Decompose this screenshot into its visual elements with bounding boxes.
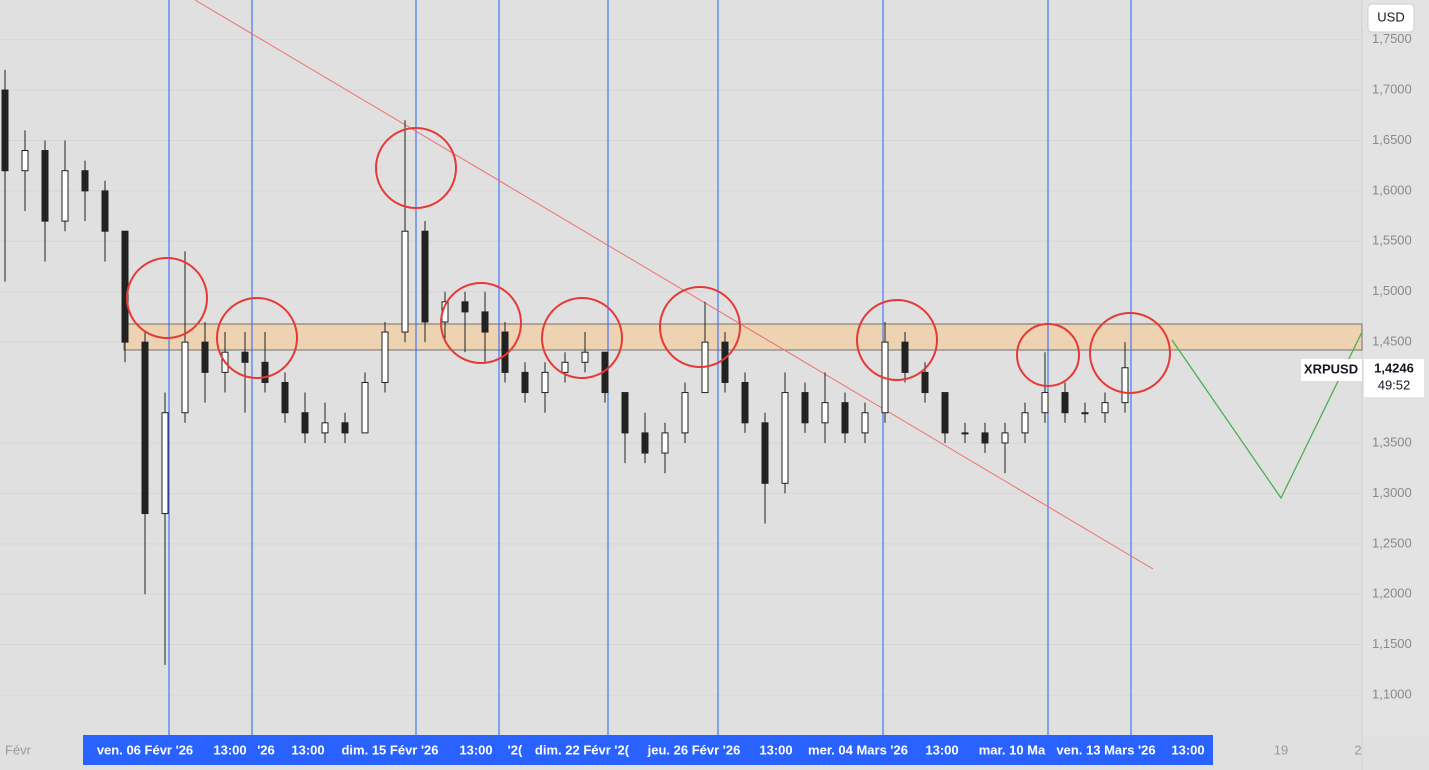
x-tick-label: mer. 04 Mars '26	[808, 742, 908, 757]
candles	[1, 69, 1129, 665]
currency: USD	[1377, 9, 1404, 24]
candle-body	[341, 422, 349, 434]
x-tick-label: dim. 22 Févr '2(	[535, 742, 630, 757]
candle-body	[681, 392, 689, 434]
candle-body	[401, 230, 409, 333]
candle-body	[1101, 402, 1109, 414]
x-axis: Févr ven. 06 Févr '26 13:00 '26 13:00 dim. 15…	[5, 742, 1362, 757]
candle-body	[621, 392, 629, 434]
candle-body	[641, 432, 649, 454]
y-tick-label: 1,5500	[1372, 233, 1412, 248]
candle-body	[821, 402, 829, 424]
candle-body	[381, 331, 389, 383]
candle-body	[181, 341, 189, 414]
candle-body	[961, 432, 969, 435]
candle-body	[41, 150, 49, 222]
x-tick-label: 13:00	[291, 742, 324, 757]
y-tick-label: 1,2000	[1372, 586, 1412, 601]
candle-body	[561, 361, 569, 373]
y-axis: 1,7500 1,7000 1,6500 1,6000 1,5500 1,5000 1,45…	[1372, 31, 1412, 701]
currency-button[interactable]	[1367, 3, 1415, 33]
candle-body	[481, 311, 489, 333]
symbol-box	[1301, 359, 1362, 381]
candle-body	[1121, 367, 1129, 404]
x-tick-label: mar. 10 Ma	[979, 742, 1046, 757]
candle-body	[201, 341, 209, 373]
candle-body	[661, 432, 669, 454]
candle-body	[241, 351, 249, 363]
candle-body	[981, 432, 989, 444]
x-tick-label: 13:00	[459, 742, 492, 757]
candle-body	[1021, 412, 1029, 434]
y-tick-label: 1,6000	[1372, 182, 1412, 197]
x-tick-label: ven. 06 Févr '26	[97, 742, 193, 757]
y-tick-label: 1,7000	[1372, 81, 1412, 96]
y-tick-label: 1,2500	[1372, 535, 1412, 550]
candle-body	[581, 351, 589, 363]
last-price: 1,4246	[1374, 360, 1414, 375]
candle-body	[521, 371, 529, 394]
countdown: 49:52	[1378, 377, 1411, 392]
x-tick-label: ven. 13 Mars '26	[1056, 742, 1155, 757]
candle-body	[1041, 392, 1049, 414]
candle-body	[161, 412, 169, 515]
candle-body	[1061, 392, 1069, 414]
trend-line	[194, 0, 1154, 570]
candle-body	[121, 230, 129, 343]
x-tick-label: '26	[257, 742, 275, 757]
candle-body	[301, 412, 309, 434]
candle-body	[281, 381, 289, 414]
candle-body	[461, 301, 469, 313]
candle-body	[361, 381, 369, 434]
x-tick-label: 19	[1274, 742, 1288, 757]
y-tick-label: 1,1000	[1372, 687, 1412, 702]
circles	[126, 127, 1171, 394]
candle-body	[921, 371, 929, 394]
y-tick-label: 1,4500	[1372, 334, 1412, 349]
candle-body	[421, 230, 429, 323]
x-tick-label: 13:00	[925, 742, 958, 757]
time-axis-highlight	[83, 735, 1213, 765]
candle-body	[761, 422, 769, 484]
candle-body	[261, 361, 269, 383]
symbol: XRPUSD	[1304, 361, 1358, 376]
y-tick-label: 1,6500	[1372, 132, 1412, 147]
candle-body	[321, 422, 329, 434]
candle-body	[741, 381, 749, 424]
candle-body	[541, 371, 549, 394]
candle-body	[1081, 412, 1089, 415]
projection-path	[1171, 331, 1363, 500]
x-tick-label: 13:00	[1171, 742, 1204, 757]
x-tick-label: Févr	[5, 742, 32, 757]
candle-body	[861, 412, 869, 434]
candle-body	[1001, 432, 1009, 444]
candle-body	[81, 170, 89, 192]
y-tick-label: 1,5000	[1372, 283, 1412, 298]
candle-body	[101, 190, 109, 232]
x-tick-label: jeu. 26 Févr '26	[647, 742, 741, 757]
y-tick-label: 1,3000	[1372, 485, 1412, 500]
price-box	[1364, 359, 1424, 397]
x-tick-label: 13:00	[759, 742, 792, 757]
y-tick-label: 1,7500	[1372, 31, 1412, 46]
candle-body	[21, 150, 29, 172]
x-tick-label: '2(	[508, 742, 523, 757]
y-tick-label: 1,1500	[1372, 636, 1412, 651]
candle-body	[941, 392, 949, 434]
x-tick-label: dim. 15 Févr '26	[341, 742, 438, 757]
candle-body	[61, 170, 69, 222]
candle-body	[841, 402, 849, 434]
y-tick-label: 1,3500	[1372, 434, 1412, 449]
candle-body	[781, 392, 789, 484]
candle-body	[1, 89, 9, 172]
x-tick-label: 13:00	[213, 742, 246, 757]
candle-body	[721, 341, 729, 383]
x-tick-label: 2	[1354, 742, 1361, 757]
candle-body	[901, 341, 909, 373]
candle-body	[141, 341, 149, 515]
candle-body	[801, 392, 809, 424]
